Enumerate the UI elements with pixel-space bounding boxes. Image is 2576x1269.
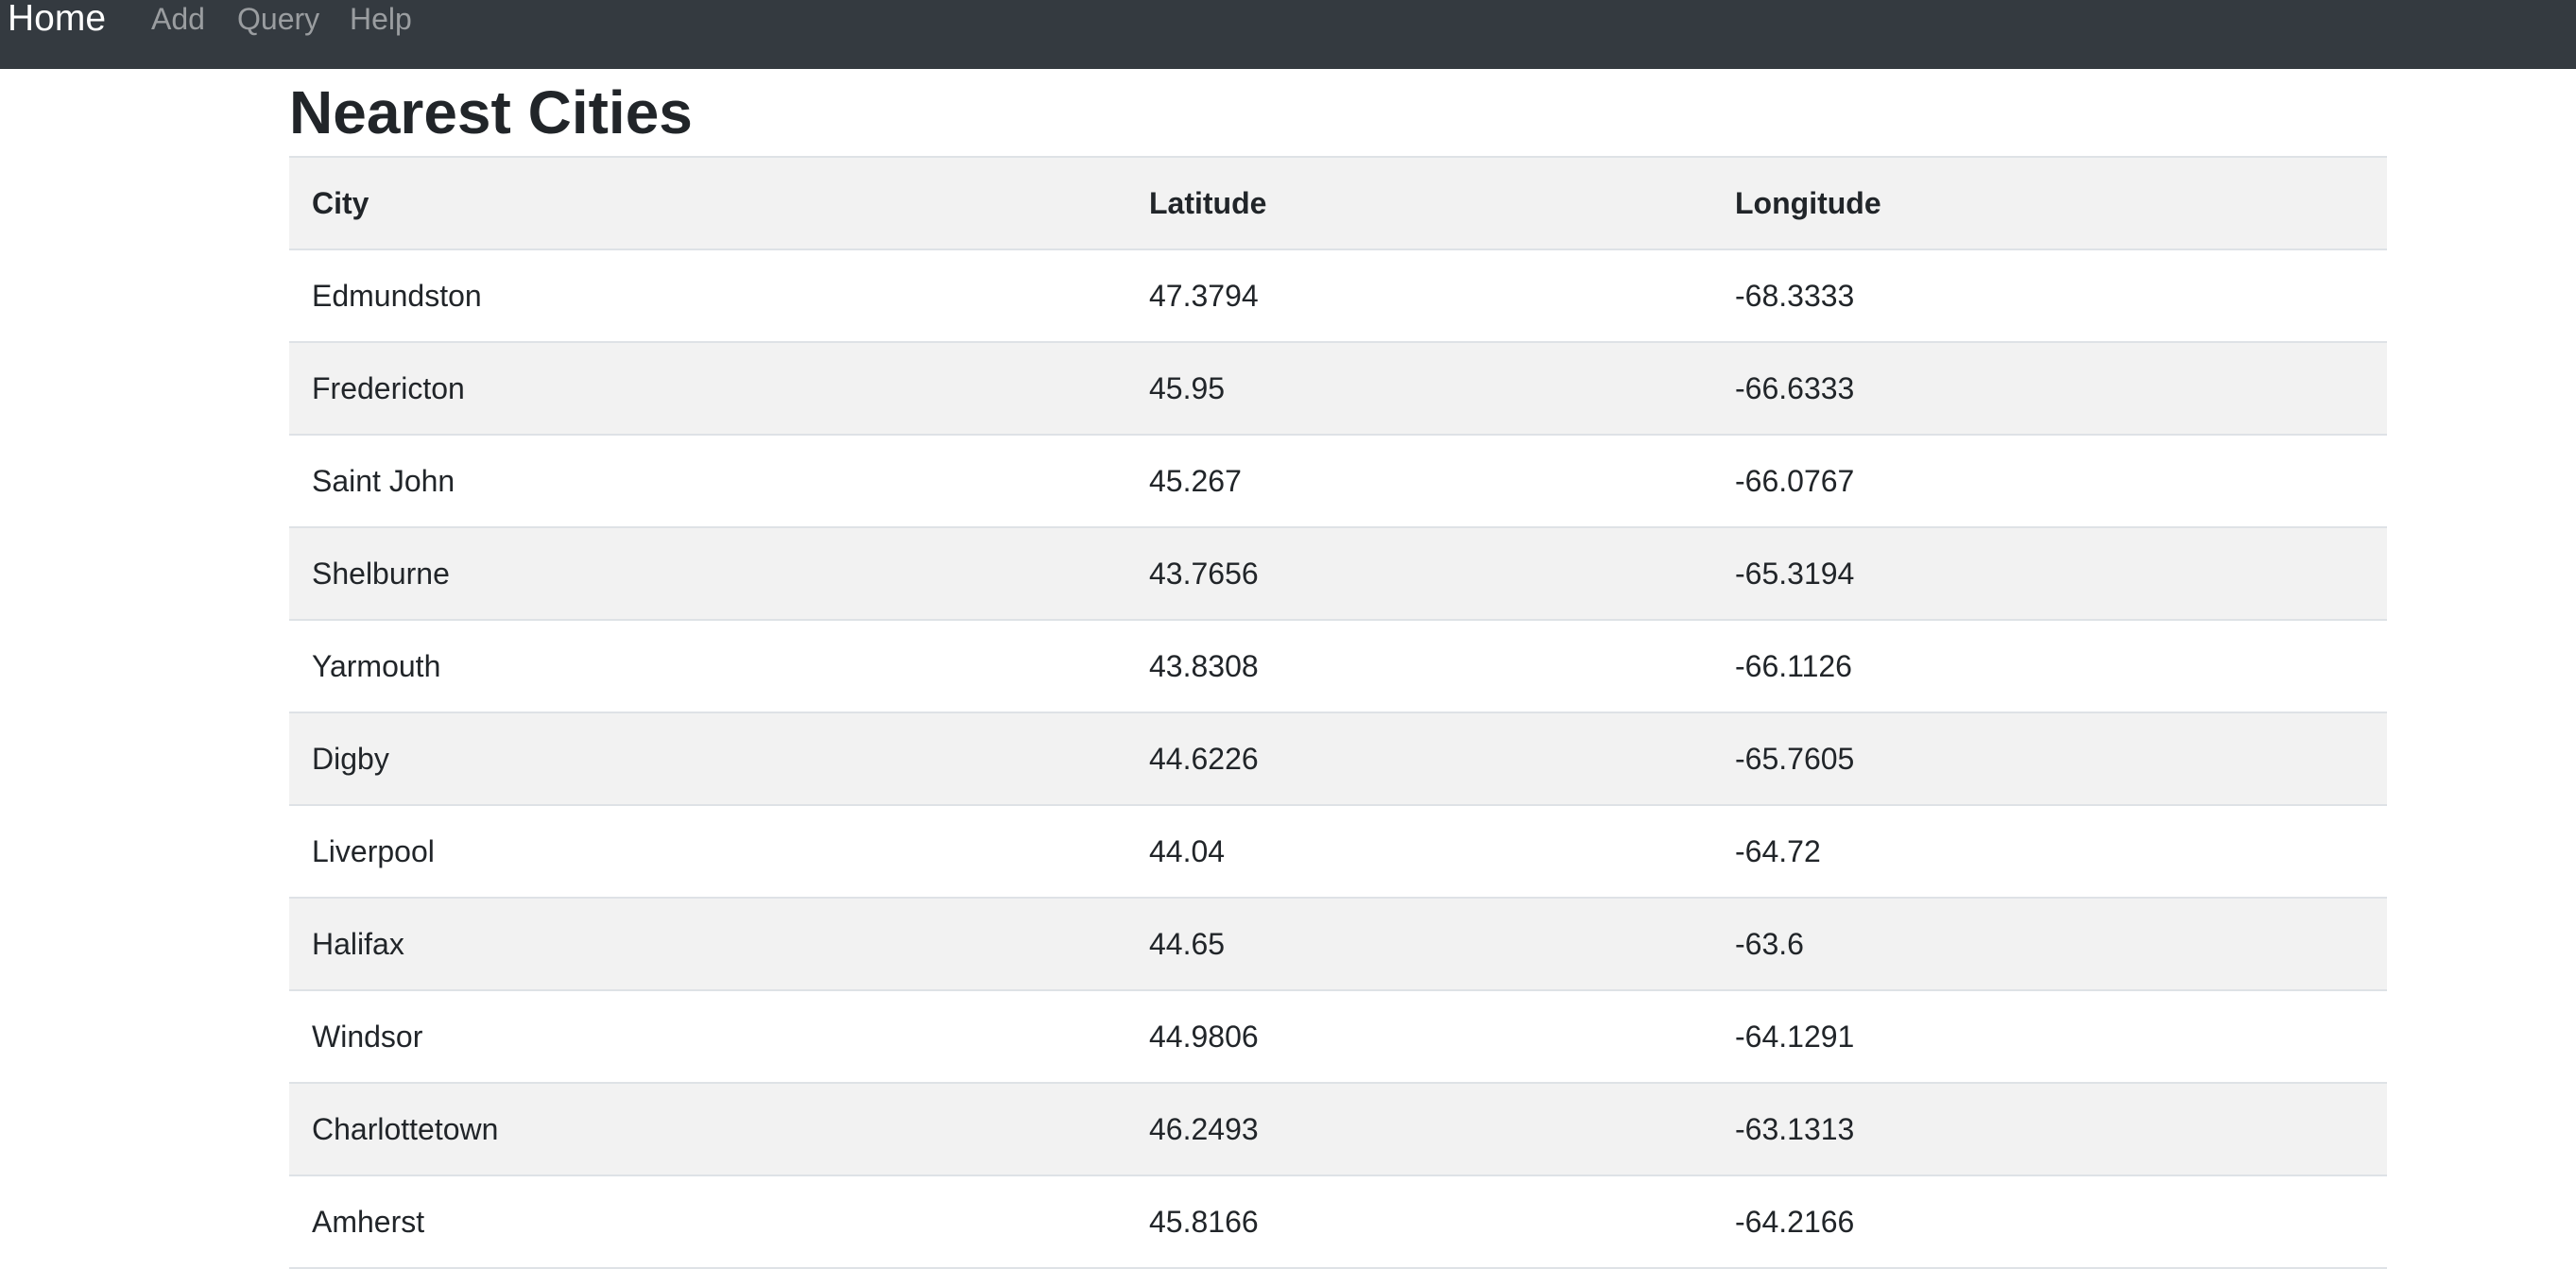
table-body: Edmundston 47.3794 -68.3333 Fredericton 45.9… [289, 249, 2387, 1269]
cell-latitude: 47.3794 [1126, 249, 1712, 343]
table-row: Saint John 45.267 -66.0767 [289, 435, 2387, 528]
cell-latitude: 45.8166 [1126, 1175, 1712, 1269]
cell-latitude: 45.267 [1126, 435, 1712, 528]
cell-city: Amherst [289, 1175, 1126, 1269]
column-header-city: City [289, 157, 1126, 250]
cell-longitude: -68.3333 [1712, 249, 2387, 343]
page-title: Nearest Cities [289, 78, 693, 146]
cell-latitude: 43.7656 [1126, 527, 1712, 621]
cell-latitude: 44.65 [1126, 898, 1712, 991]
nav-query-link[interactable]: Query [237, 2, 320, 36]
cell-city: Shelburne [289, 527, 1126, 621]
table-row: Charlottetown 46.2493 -63.1313 [289, 1083, 2387, 1176]
table-row: Fredericton 45.95 -66.6333 [289, 342, 2387, 436]
table-row: Liverpool 44.04 -64.72 [289, 805, 2387, 899]
cities-table: City Latitude Longitude Edmundston 47.379… [289, 156, 2387, 1269]
column-header-longitude: Longitude [1712, 157, 2387, 250]
cell-latitude: 44.6226 [1126, 712, 1712, 806]
cell-city: Digby [289, 712, 1126, 806]
cell-longitude: -64.2166 [1712, 1175, 2387, 1269]
cell-latitude: 44.9806 [1126, 990, 1712, 1084]
table-row: Digby 44.6226 -65.7605 [289, 712, 2387, 806]
cell-city: Windsor [289, 990, 1126, 1084]
column-header-latitude: Latitude [1126, 157, 1712, 250]
cell-city: Fredericton [289, 342, 1126, 436]
cell-latitude: 44.04 [1126, 805, 1712, 899]
table-row: Halifax 44.65 -63.6 [289, 898, 2387, 991]
table-row: Yarmouth 43.8308 -66.1126 [289, 620, 2387, 713]
table-header: City Latitude Longitude [289, 157, 2387, 250]
table-row: Windsor 44.9806 -64.1291 [289, 990, 2387, 1084]
nav-add-link[interactable]: Add [151, 2, 205, 36]
cell-longitude: -64.72 [1712, 805, 2387, 899]
nav-help-link[interactable]: Help [350, 2, 412, 36]
cell-city: Charlottetown [289, 1083, 1126, 1176]
cell-longitude: -66.1126 [1712, 620, 2387, 713]
table-row: Amherst 45.8166 -64.2166 [289, 1175, 2387, 1269]
cell-city: Halifax [289, 898, 1126, 991]
cell-longitude: -63.1313 [1712, 1083, 2387, 1176]
cell-latitude: 45.95 [1126, 342, 1712, 436]
cell-city: Yarmouth [289, 620, 1126, 713]
cell-longitude: -66.6333 [1712, 342, 2387, 436]
cell-longitude: -64.1291 [1712, 990, 2387, 1084]
cell-city: Saint John [289, 435, 1126, 528]
cell-city: Edmundston [289, 249, 1126, 343]
cell-latitude: 46.2493 [1126, 1083, 1712, 1176]
table-row: Shelburne 43.7656 -65.3194 [289, 527, 2387, 621]
cell-latitude: 43.8308 [1126, 620, 1712, 713]
table-header-row: City Latitude Longitude [289, 157, 2387, 250]
cell-longitude: -63.6 [1712, 898, 2387, 991]
top-navbar: Home Add Query Help [0, 0, 2576, 69]
main-content: Nearest Cities City Latitude Longitude E… [289, 69, 2387, 1269]
cell-longitude: -66.0767 [1712, 435, 2387, 528]
cell-longitude: -65.3194 [1712, 527, 2387, 621]
cell-city: Liverpool [289, 805, 1126, 899]
table-row: Edmundston 47.3794 -68.3333 [289, 249, 2387, 343]
cell-longitude: -65.7605 [1712, 712, 2387, 806]
nav-home-link[interactable]: Home [8, 0, 107, 39]
